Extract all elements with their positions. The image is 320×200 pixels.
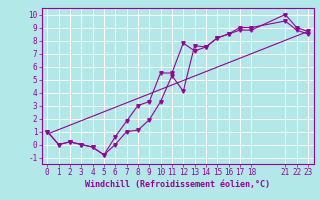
X-axis label: Windchill (Refroidissement éolien,°C): Windchill (Refroidissement éolien,°C) [85, 180, 270, 189]
